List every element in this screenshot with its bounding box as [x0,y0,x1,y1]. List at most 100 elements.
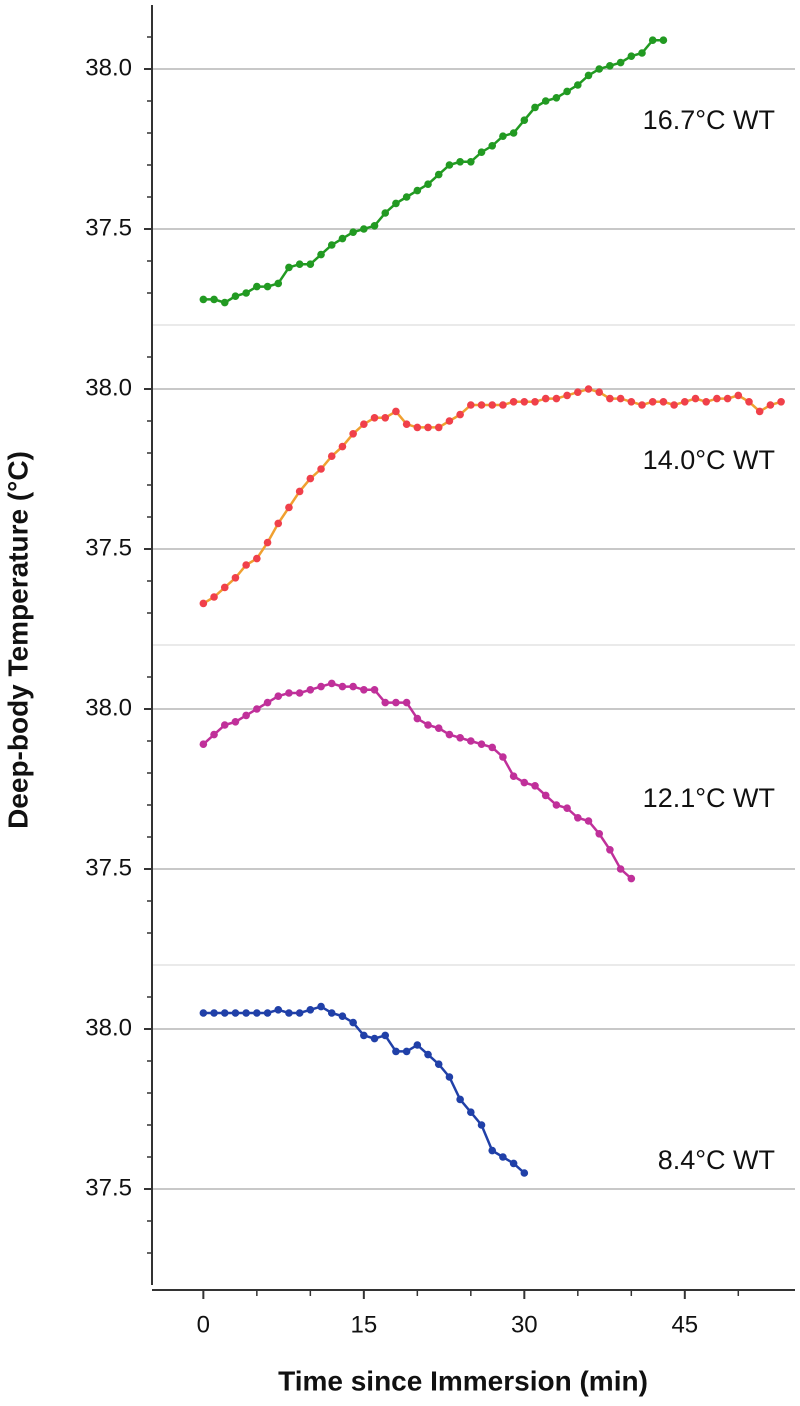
data-point [402,1047,411,1056]
data-point [263,1009,272,1017]
data-point [338,1012,347,1020]
data-point [231,1009,240,1017]
x-axis-label: Time since Immersion (min) [278,1365,648,1396]
data-point [638,49,646,57]
data-point [231,718,240,726]
data-point [520,398,529,406]
data-point [392,1047,400,1056]
y-axis-label: Deep-body Temperature (°C) [2,451,33,829]
data-point [552,394,561,403]
data-point [263,698,272,707]
data-point [595,830,604,838]
data-point [574,814,582,822]
data-point [424,1050,432,1059]
data-point [456,734,464,742]
data-point [392,199,400,208]
data-point [745,398,753,406]
data-point [392,407,400,416]
data-point [317,682,325,691]
data-point [253,705,261,713]
y-tick-label: 38.0 [85,54,132,81]
data-point [434,724,443,732]
data-point [381,1031,390,1040]
data-point [370,686,379,694]
data-point [338,234,347,243]
data-point [691,394,700,403]
data-point [349,228,357,236]
data-point [381,698,390,707]
data-point [456,158,464,166]
data-point [263,538,272,547]
data-point [723,394,732,403]
data-point [413,423,422,432]
data-point [595,388,604,397]
data-point [317,465,325,473]
data-point [627,874,636,883]
data-point [563,87,571,96]
data-point [295,487,304,496]
data-point [541,791,550,800]
data-point [338,442,347,451]
data-point [263,282,272,291]
data-point [477,401,486,409]
data-point [242,289,250,297]
data-point [584,71,593,80]
data-point [531,103,539,112]
data-point [638,401,646,409]
data-point [659,36,668,44]
data-point [520,116,529,124]
data-point [199,1009,208,1017]
series-line [203,1005,526,1174]
data-point [488,142,497,150]
data-point [242,711,250,720]
data-point [327,679,336,688]
data-point [531,782,539,790]
data-point [467,1108,475,1116]
y-tick-label: 37.5 [85,534,132,561]
data-point [563,391,571,400]
data-point [467,401,475,409]
data-point [456,1095,464,1104]
data-point [199,740,208,748]
data-point [648,36,657,44]
data-point [210,730,218,739]
data-point [434,1060,443,1068]
data-point [563,804,571,812]
data-point [424,423,432,432]
panel-label: 16.7°C WT [643,105,775,135]
data-point [627,398,636,406]
data-point [274,279,283,288]
data-point [413,714,422,723]
data-point [477,740,486,748]
data-point [360,225,368,233]
series-line [203,38,664,304]
data-point [274,519,283,528]
data-point [381,209,390,217]
data-point [370,1034,379,1043]
data-point [477,148,486,156]
data-point [231,574,240,582]
data-point [616,58,625,67]
data-point [327,241,336,249]
data-point [317,1002,325,1011]
data-point [467,737,475,745]
data-point [434,170,443,179]
data-point [253,554,261,563]
data-point [392,698,400,707]
data-point [295,689,304,697]
data-point [734,391,743,400]
data-point [242,1009,250,1017]
data-point [306,474,315,483]
data-point [295,260,304,269]
data-point [616,865,625,873]
data-point [370,414,379,422]
data-point [253,1009,261,1017]
x-tick-label: 0 [197,1311,210,1338]
data-point [509,772,518,780]
data-point [285,503,293,512]
data-point [509,1159,518,1168]
data-point [627,52,636,60]
data-point [274,692,283,700]
data-point [648,398,657,406]
